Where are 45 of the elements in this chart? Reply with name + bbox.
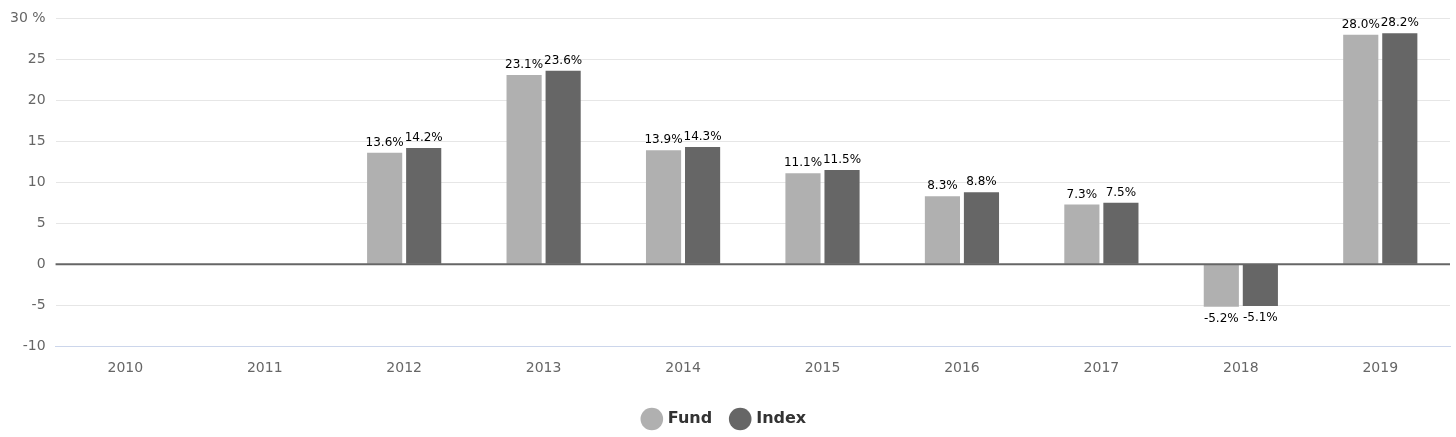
y-tick-label: -5 xyxy=(31,295,46,312)
data-label: 28.0% xyxy=(1341,16,1380,31)
data-label: 13.6% xyxy=(365,134,404,149)
legend-label: Fund xyxy=(667,408,713,428)
data-label: 23.6% xyxy=(544,52,583,67)
bar xyxy=(924,196,960,264)
data-label: 14.3% xyxy=(683,129,722,144)
data-label: 11.1% xyxy=(783,155,823,170)
y-tick-label: 30 % xyxy=(9,9,46,26)
bar xyxy=(1203,264,1239,307)
y-tick-label: 20 xyxy=(27,90,46,107)
x-tick-label: 2016 xyxy=(944,359,980,376)
bar xyxy=(367,152,403,264)
data-label: 7.5% xyxy=(1105,184,1137,199)
data-label: 28.2% xyxy=(1380,15,1419,30)
bar xyxy=(1064,204,1100,264)
y-tick-label: 5 xyxy=(36,213,46,230)
y-tick-label: -10 xyxy=(22,336,46,353)
x-tick-label: 2010 xyxy=(107,359,144,376)
x-tick-label: 2015 xyxy=(804,359,841,376)
bar xyxy=(785,173,821,264)
x-tick-label: 2019 xyxy=(1362,359,1399,376)
data-label: -5.1% xyxy=(1242,310,1278,325)
data-label: 13.9% xyxy=(644,132,683,147)
data-label: 8.8% xyxy=(966,174,997,189)
x-tick-label: 2013 xyxy=(525,359,562,376)
x-tick-label: 2018 xyxy=(1223,359,1259,376)
bar xyxy=(1343,34,1379,264)
x-tick-label: 2014 xyxy=(665,359,701,376)
data-label: 14.2% xyxy=(404,130,443,145)
y-tick-label: 25 xyxy=(27,50,46,67)
x-tick-label: 2011 xyxy=(246,359,283,376)
data-label: -5.2% xyxy=(1203,310,1239,325)
x-tick-label: 2017 xyxy=(1083,359,1120,376)
data-label: 11.5% xyxy=(822,152,862,167)
data-label: 23.1% xyxy=(505,57,544,72)
y-tick-label: 10 xyxy=(27,172,46,189)
y-tick-label: 0 xyxy=(36,254,46,271)
data-label: 8.3% xyxy=(927,178,958,193)
data-label: 7.3% xyxy=(1066,186,1098,201)
y-tick-label: 15 xyxy=(27,131,46,148)
bar xyxy=(645,150,682,264)
legend-label: Index xyxy=(756,408,807,428)
x-tick-label: 2012 xyxy=(386,359,422,376)
bar xyxy=(506,74,542,264)
